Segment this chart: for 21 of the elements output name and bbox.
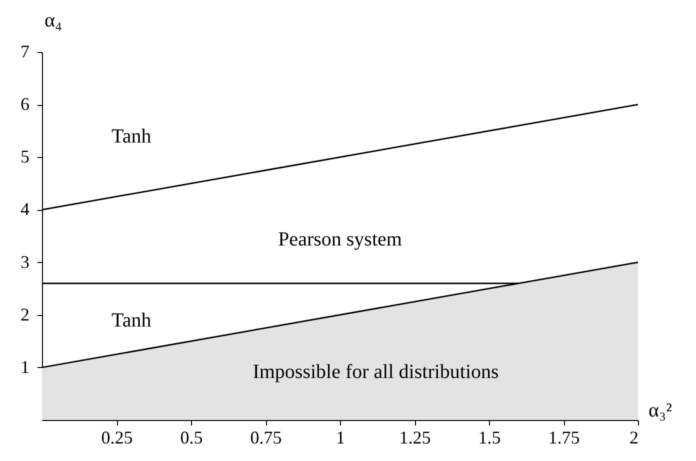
x-axis-title: α₃² [648, 400, 672, 422]
x-tick-label: 0.25 [101, 428, 133, 448]
y-tick-label: 6 [20, 94, 30, 114]
y-tick-label: 1 [20, 356, 30, 377]
y-tick-label: 4 [20, 199, 30, 220]
x-tick-label: 1 [336, 428, 345, 448]
y-axis-title: α₄ [44, 10, 62, 32]
annotation: Impossible for all distributions [252, 361, 500, 384]
x-tick-label: 1.75 [548, 428, 580, 448]
y-tick-label: 5 [20, 146, 30, 167]
x-tick-label: 0.75 [250, 428, 282, 448]
annotation: Tanh [112, 126, 152, 148]
y-tick-label: 2 [20, 304, 30, 324]
x-tick-label: 0.5 [180, 428, 203, 448]
x-tick-label: 1.25 [399, 428, 431, 448]
x-tick-label: 1.5 [478, 428, 501, 448]
annotation: Pearson system [278, 228, 402, 251]
x-tick-label: 2 [630, 428, 638, 448]
y-tick-label: 3 [20, 252, 30, 272]
y-tick-label: 7 [20, 42, 30, 62]
annotation: Tanh [112, 310, 152, 332]
